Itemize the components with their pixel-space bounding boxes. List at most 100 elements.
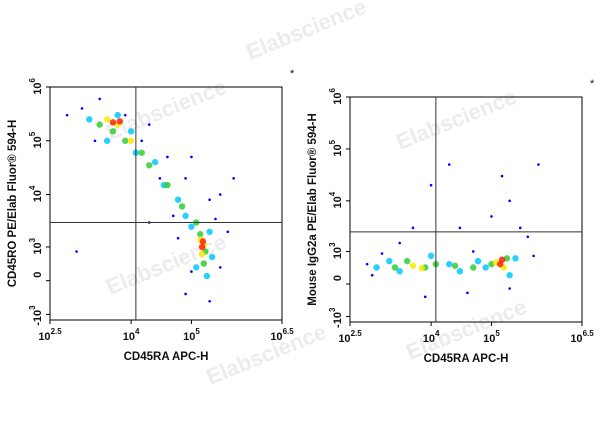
tick-label: 103 bbox=[28, 237, 44, 254]
event-dot bbox=[208, 198, 211, 202]
tick-label: 0 bbox=[32, 272, 44, 278]
event-dot bbox=[451, 262, 459, 269]
event-dot bbox=[446, 260, 453, 268]
event-dot bbox=[184, 177, 187, 180]
tick-exponent: 6.5 bbox=[583, 329, 595, 338]
event-dot bbox=[184, 292, 187, 296]
event-dot bbox=[123, 113, 127, 117]
event-dot bbox=[103, 116, 111, 123]
event-dot bbox=[114, 111, 121, 119]
tick-label: 104 bbox=[423, 329, 440, 345]
tick-label: 102.5 bbox=[338, 329, 362, 345]
event-dot bbox=[127, 137, 135, 144]
event-dot bbox=[474, 257, 482, 265]
event-dot bbox=[214, 217, 217, 221]
event-dot bbox=[471, 250, 475, 253]
event-dot bbox=[164, 181, 171, 189]
tick-exponent: 6 bbox=[328, 87, 337, 92]
tick-exponent: 6.5 bbox=[283, 327, 295, 336]
event-dot bbox=[182, 212, 189, 220]
event-dot bbox=[391, 264, 399, 271]
event-dot bbox=[193, 264, 200, 271]
event-dot bbox=[403, 257, 411, 265]
event-dot bbox=[199, 238, 207, 245]
annotation: * bbox=[590, 78, 595, 90]
tick-base: 10 bbox=[32, 82, 44, 94]
tick-exponent: 5 bbox=[28, 131, 37, 136]
event-dot bbox=[411, 226, 415, 230]
tick-base: 10 bbox=[332, 144, 344, 156]
watermark: Elabscience bbox=[103, 229, 230, 300]
plot bbox=[65, 97, 235, 303]
tick-base: 10 bbox=[423, 333, 435, 345]
event-dot bbox=[65, 113, 69, 117]
event-dot bbox=[146, 162, 153, 169]
tick-exponent: 3 bbox=[328, 242, 337, 247]
tick-label: -103 bbox=[328, 307, 344, 328]
tick-base: -10 bbox=[332, 312, 344, 328]
event-dot bbox=[456, 268, 464, 275]
event-dot bbox=[138, 149, 145, 156]
event-dot bbox=[166, 155, 169, 159]
event-dot bbox=[423, 295, 427, 299]
event-dot bbox=[458, 226, 462, 230]
watermark: Elabscience bbox=[243, 0, 370, 65]
event-dot bbox=[532, 254, 535, 258]
event-dot bbox=[158, 177, 162, 180]
tick-label: 105 bbox=[328, 139, 344, 156]
plot bbox=[365, 163, 540, 299]
tick-exponent: 4 bbox=[135, 327, 140, 336]
tick-base: 10 bbox=[570, 333, 582, 345]
tick-base: 10 bbox=[183, 331, 195, 343]
tick-label: 105 bbox=[183, 327, 200, 343]
x-axis-label: CD45RA APC-H bbox=[124, 351, 209, 363]
event-dot bbox=[506, 272, 513, 279]
event-dot bbox=[447, 163, 451, 166]
event-dot bbox=[203, 272, 211, 280]
tick-label: 102.5 bbox=[38, 327, 62, 343]
watermark: Elabscience bbox=[393, 84, 520, 155]
event-dot bbox=[470, 264, 477, 271]
y-axis-label: CD45RO PE/Elab Fluor® 594-H bbox=[7, 120, 19, 288]
event-dot bbox=[188, 223, 195, 230]
event-dot bbox=[208, 299, 211, 303]
tick-label: 103 bbox=[328, 242, 344, 259]
event-dot bbox=[226, 230, 230, 234]
tick-exponent: 5 bbox=[328, 139, 337, 144]
tick-base: 10 bbox=[332, 92, 344, 104]
tick-label: 105 bbox=[28, 131, 44, 148]
tick-base: 10 bbox=[270, 331, 282, 343]
event-dot bbox=[127, 128, 135, 135]
tick-label: 104 bbox=[123, 327, 140, 343]
tick-label: 106.5 bbox=[570, 329, 594, 345]
event-dot bbox=[370, 273, 374, 277]
event-dot bbox=[98, 97, 101, 101]
tick-label: 104 bbox=[28, 185, 44, 202]
event-dot bbox=[427, 252, 435, 260]
tick-exponent: 4 bbox=[28, 185, 37, 190]
event-dot bbox=[171, 214, 175, 218]
event-dot bbox=[200, 260, 207, 267]
tick-exponent: 3 bbox=[28, 237, 37, 242]
tick-exponent: 4 bbox=[328, 191, 337, 196]
tick-exponent: 2.5 bbox=[51, 327, 63, 336]
tick-base: 10 bbox=[32, 190, 44, 202]
tick-base: 10 bbox=[123, 331, 135, 343]
event-dot bbox=[178, 203, 186, 210]
tick-label: 106.5 bbox=[270, 327, 294, 343]
tick-exponent: 3 bbox=[328, 307, 337, 312]
event-dot bbox=[518, 226, 522, 230]
event-dot bbox=[396, 268, 403, 275]
tick-base: -10 bbox=[32, 310, 44, 326]
tick-exponent: 2.5 bbox=[351, 329, 363, 338]
tick-label: -103 bbox=[28, 305, 44, 326]
tick-exponent: 6 bbox=[28, 77, 37, 82]
event-dot bbox=[122, 137, 129, 144]
event-dot bbox=[208, 253, 216, 261]
tick-base: 10 bbox=[38, 331, 50, 343]
event-dot bbox=[429, 183, 433, 187]
tick-label: 106 bbox=[328, 87, 344, 104]
event-dot bbox=[103, 137, 111, 144]
tick-label: 106 bbox=[28, 77, 44, 94]
event-dot bbox=[198, 243, 206, 251]
